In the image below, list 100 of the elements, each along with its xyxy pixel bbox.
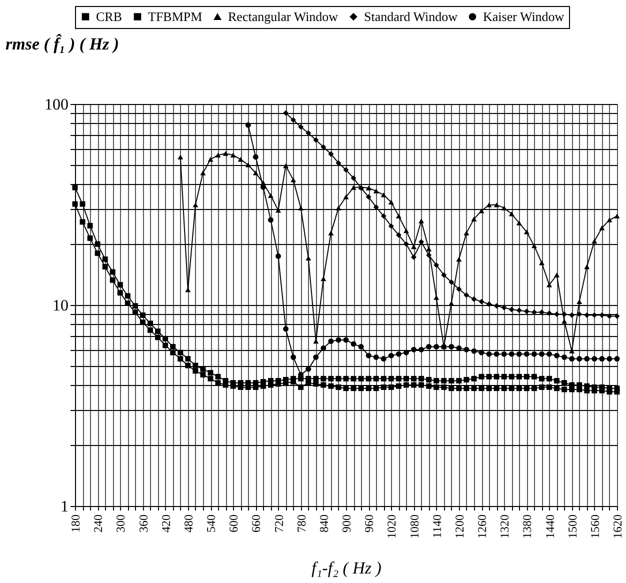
point	[396, 232, 402, 238]
point	[366, 194, 372, 200]
point	[230, 152, 236, 158]
point	[584, 264, 590, 270]
x-tick-label: 900	[340, 514, 354, 532]
x-tick-label: 780	[294, 514, 308, 532]
point	[592, 312, 598, 318]
point	[501, 304, 507, 310]
point	[441, 272, 447, 278]
point	[501, 206, 507, 210]
point	[380, 192, 386, 198]
point	[531, 243, 537, 248]
point	[546, 282, 552, 288]
point	[584, 312, 590, 318]
point	[456, 256, 462, 262]
point	[403, 241, 409, 247]
point	[380, 213, 386, 219]
point	[336, 337, 342, 343]
y-tick-label: 100	[44, 96, 68, 114]
legend-label: CRB	[96, 8, 122, 24]
point	[508, 306, 514, 312]
point	[448, 279, 454, 285]
point	[606, 356, 612, 362]
point	[538, 260, 544, 266]
point	[562, 354, 568, 360]
point	[599, 225, 605, 230]
point	[336, 206, 342, 210]
point	[396, 214, 402, 218]
point	[245, 122, 251, 128]
point	[524, 351, 530, 357]
x-tick-label: 960	[362, 514, 376, 532]
point	[200, 170, 206, 176]
point	[478, 298, 484, 304]
point	[178, 154, 184, 160]
x-tick-label: 1200	[452, 514, 466, 538]
point	[516, 308, 522, 314]
point	[283, 110, 289, 116]
x-tick-label: 420	[158, 514, 173, 532]
x-tick-label: 300	[114, 514, 128, 532]
legend-label: Standard Window	[364, 8, 458, 24]
x-tick-label: 1080	[407, 514, 422, 538]
point	[192, 202, 198, 208]
point	[290, 117, 296, 123]
point	[592, 238, 598, 244]
point	[328, 230, 334, 236]
point	[358, 344, 364, 350]
point	[524, 230, 530, 234]
y-tick-label: 1	[60, 498, 68, 516]
point	[546, 351, 552, 357]
point	[531, 351, 537, 357]
point	[486, 301, 492, 307]
point	[501, 351, 507, 357]
x-tick-label: 360	[136, 514, 150, 532]
x-tick-label: 1020	[384, 514, 399, 538]
point	[320, 276, 326, 282]
point	[388, 200, 394, 204]
point	[434, 344, 440, 350]
point	[554, 352, 560, 358]
legend-label: Rectangular Window	[228, 8, 339, 24]
point	[366, 352, 372, 358]
point	[441, 344, 447, 350]
x-tick-label: 1260	[475, 514, 489, 538]
point	[290, 178, 296, 182]
point	[606, 313, 612, 319]
x-tick-label: 1500	[565, 514, 580, 538]
point	[328, 151, 334, 157]
legend-label: Kaiser Window	[483, 8, 565, 24]
point	[373, 188, 379, 194]
point	[276, 208, 281, 213]
point	[448, 344, 454, 350]
x-tick-label: 1320	[498, 514, 512, 538]
point	[599, 356, 605, 362]
point	[252, 170, 258, 176]
point	[471, 296, 477, 302]
point	[208, 157, 214, 162]
point	[290, 354, 296, 360]
point	[215, 152, 221, 158]
x-tick-label: 1560	[588, 514, 602, 538]
point	[464, 230, 470, 236]
point	[238, 157, 244, 162]
point	[464, 292, 470, 298]
point	[426, 252, 432, 258]
point	[471, 348, 477, 354]
point	[283, 163, 289, 168]
x-tick-label: 1620	[610, 514, 624, 538]
point	[350, 341, 356, 347]
point	[403, 350, 409, 356]
legend-label: TFBMPM	[148, 8, 203, 24]
point	[350, 185, 356, 190]
point	[592, 356, 598, 362]
x-axis-title: f₁-f₂ ( Hz )	[312, 558, 382, 578]
point	[614, 356, 620, 362]
point	[268, 217, 274, 223]
y-axis-title: rmse ( f̂₁ ) ( Hz )	[6, 34, 120, 54]
point	[584, 356, 590, 362]
point	[298, 124, 304, 130]
point	[494, 202, 500, 208]
point	[276, 253, 281, 259]
point	[245, 162, 251, 168]
point	[516, 220, 522, 226]
